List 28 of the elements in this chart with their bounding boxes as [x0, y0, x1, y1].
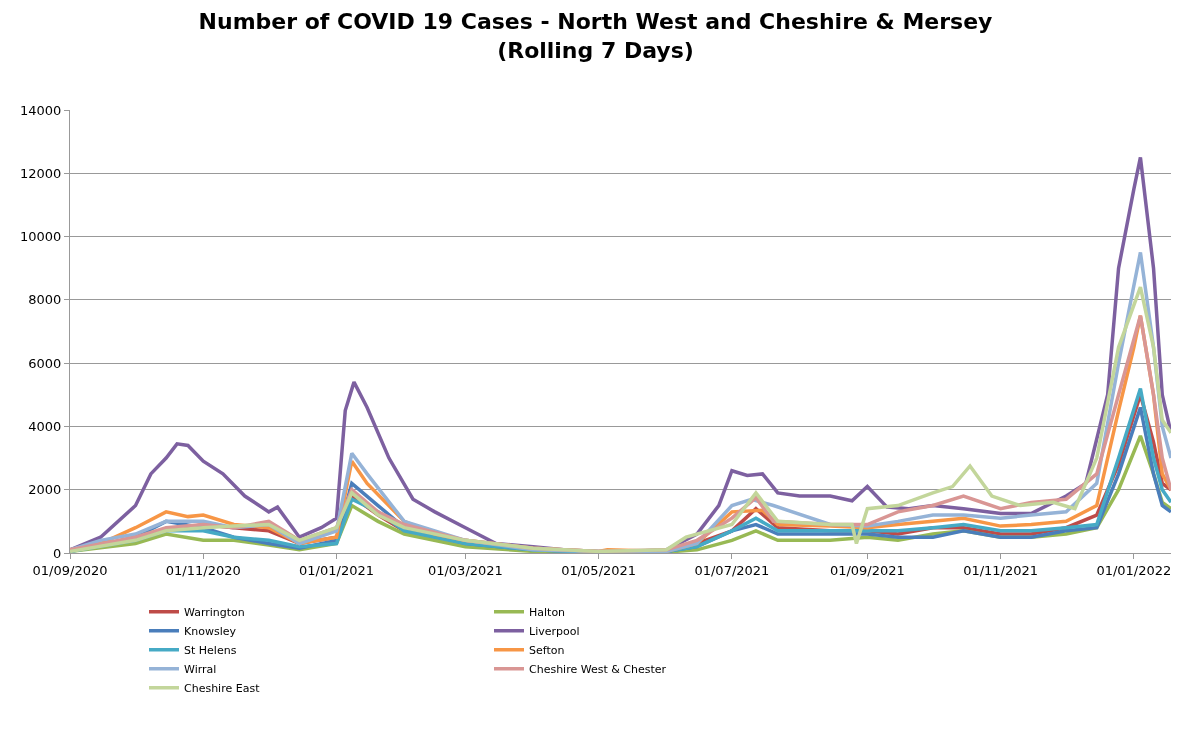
x-tick-label: 01/05/2021	[561, 562, 637, 578]
y-tick-label: 14000	[20, 102, 62, 118]
legend-label: Sefton	[529, 644, 565, 658]
x-tick-label: 01/11/2021	[963, 562, 1039, 578]
y-tick-label: 0	[53, 545, 62, 561]
x-tick-label: 01/09/2020	[32, 562, 108, 578]
y-tick-label: 12000	[20, 165, 62, 181]
legend-label: Halton	[529, 606, 566, 620]
x-tick-label: 01/11/2020	[165, 562, 241, 578]
x-tick-label: 01/07/2021	[694, 562, 770, 578]
x-tick-label: 01/09/2021	[829, 562, 905, 578]
x-tick-label: 01/03/2021	[427, 562, 503, 578]
y-tick-label: 8000	[28, 292, 62, 308]
chart-title: Number of COVID 19 Cases - North West and Cheshire & Mersey	[198, 9, 993, 35]
y-tick-label: 2000	[28, 482, 62, 498]
chart-subtitle: (Rolling 7 Days)	[497, 37, 694, 63]
legend-label: Cheshire West & Chester	[529, 663, 667, 677]
y-tick-label: 4000	[28, 418, 62, 434]
legend-label: Cheshire East	[184, 682, 261, 696]
x-tick-label: 01/01/2022	[1096, 562, 1172, 578]
legend-label: Knowsley	[184, 625, 237, 639]
legend-label: St Helens	[184, 644, 237, 658]
legend-label: Wirral	[184, 663, 217, 677]
legend-label: Warrington	[184, 606, 245, 620]
y-tick-label: 10000	[20, 229, 62, 245]
x-tick-label: 01/01/2021	[299, 562, 374, 578]
y-tick-label: 6000	[28, 355, 62, 371]
legend-label: Liverpool	[529, 625, 580, 639]
